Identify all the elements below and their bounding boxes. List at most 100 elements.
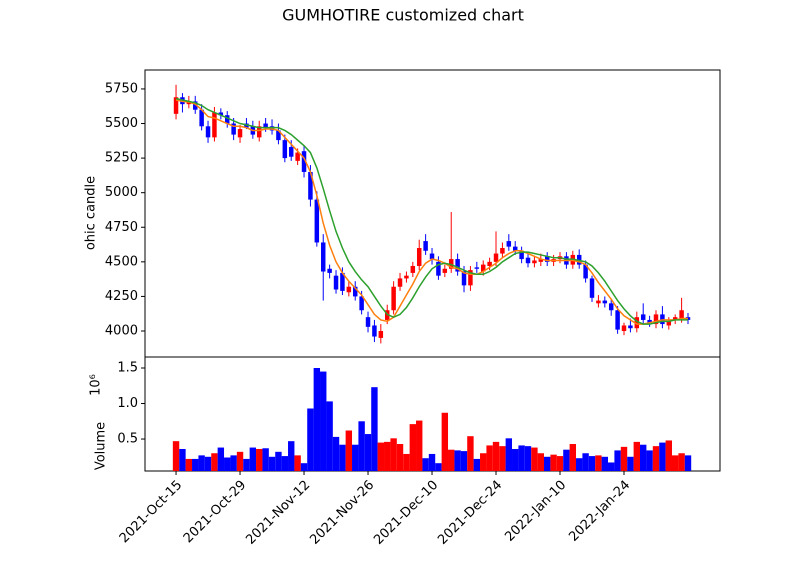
candle-body: [340, 272, 345, 291]
candle-body: [231, 123, 236, 135]
volume-bar: [672, 455, 679, 471]
volume-bar: [428, 453, 436, 471]
volume-bar: [262, 448, 269, 471]
candle-body: [468, 270, 473, 286]
candle-body: [416, 248, 422, 266]
volume-bar: [518, 445, 525, 471]
y-tick-label: 5000: [105, 185, 138, 200]
volume-bar: [345, 430, 353, 471]
volume-scale-label: 10⁶: [89, 374, 104, 396]
candle-body: [634, 317, 640, 329]
volume-bar: [256, 448, 263, 471]
candle-body: [173, 97, 179, 114]
candle-body: [308, 171, 313, 200]
volume-bar: [217, 447, 225, 471]
volume-bar: [563, 449, 570, 471]
candle-body: [532, 260, 537, 264]
candle-body: [423, 241, 428, 251]
volume-bar: [569, 444, 577, 471]
candle-body: [410, 265, 416, 273]
volume-bar: [339, 444, 346, 471]
candle-body: [666, 321, 672, 326]
y-tick-label: 4250: [105, 289, 138, 304]
volume-bar: [550, 454, 557, 471]
x-tick-label: 2021-Oct-15: [117, 478, 185, 546]
candle-body: [621, 325, 627, 331]
volume-bar: [198, 455, 205, 471]
volume-bar: [556, 456, 564, 471]
volume-bar: [684, 455, 692, 471]
volume-bar: [576, 458, 583, 471]
candle-body: [455, 259, 460, 272]
candle-body: [218, 112, 224, 116]
y-tick-label: 4000: [105, 323, 138, 338]
candle-body: [628, 325, 633, 329]
x-tick-label: 2022-Jan-24: [566, 478, 633, 545]
candle-body: [596, 300, 601, 304]
volume-bar: [537, 453, 545, 471]
volume-axis-label: Volume: [94, 422, 109, 470]
candle-body: [653, 314, 659, 325]
volume-bar: [320, 371, 327, 471]
volume-bar: [300, 463, 308, 471]
candle-body: [647, 319, 652, 323]
candle-body: [583, 264, 588, 279]
volume-bar: [678, 453, 685, 471]
candle-body: [224, 115, 230, 124]
candle-body: [672, 317, 678, 320]
volume-bar: [531, 447, 538, 471]
volume-bar: [224, 457, 231, 471]
volume-bar: [403, 453, 410, 471]
volume-bar: [172, 441, 180, 471]
volume-bar: [601, 456, 609, 471]
y-tick-label: 5500: [105, 116, 138, 131]
candle-body: [506, 241, 512, 247]
volume-bar: [332, 436, 340, 471]
volume-bar: [524, 446, 532, 471]
volume-bar: [204, 456, 212, 471]
y-axis-label: ohic candle: [84, 176, 99, 250]
candle-body: [192, 101, 198, 110]
candle-body: [199, 109, 204, 127]
volume-bar: [288, 441, 295, 471]
volume-bar: [460, 451, 468, 471]
volume-bar: [249, 447, 257, 471]
candle-body: [512, 246, 518, 251]
chart-title: GUMHOTIRE customized chart: [282, 6, 524, 25]
candle-body: [333, 275, 339, 290]
volume-bar: [582, 453, 589, 471]
candle-body: [519, 250, 524, 260]
candle-body: [480, 264, 486, 272]
volume-bar: [473, 458, 481, 471]
candle-body: [359, 296, 364, 311]
volume-bar: [659, 442, 666, 471]
candle-body: [205, 126, 211, 138]
candle-body: [544, 256, 550, 262]
candle-body: [404, 275, 409, 279]
x-tick-label: 2022-Jan-10: [502, 478, 569, 545]
y-tick-label: 5750: [105, 81, 138, 96]
volume-bar: [441, 412, 449, 471]
candle-body: [602, 300, 608, 304]
candle-body: [372, 325, 377, 337]
candle-body: [320, 242, 326, 272]
candle-body: [640, 314, 646, 320]
volume-bar: [640, 444, 647, 471]
volume-bar: [390, 438, 397, 471]
volume-bar: [185, 458, 193, 471]
x-tick-label: 2021-Dec-24: [435, 478, 505, 548]
volume-bar: [422, 458, 429, 471]
candle-body: [282, 140, 288, 159]
x-tick-label: 2021-Nov-26: [307, 478, 377, 548]
y-tick-label: 4500: [105, 254, 138, 269]
candle-body: [276, 130, 281, 141]
candle-body: [525, 257, 531, 264]
volume-tick-label: 0.5: [117, 432, 138, 447]
volume-bar: [544, 456, 551, 471]
candle-body: [314, 199, 320, 243]
volume-bar: [192, 458, 199, 471]
volume-bar: [608, 462, 615, 471]
volume-bar: [230, 455, 237, 471]
volume-tick-label: 1.5: [117, 361, 138, 376]
volume-tick-label: 1.0: [117, 396, 138, 411]
